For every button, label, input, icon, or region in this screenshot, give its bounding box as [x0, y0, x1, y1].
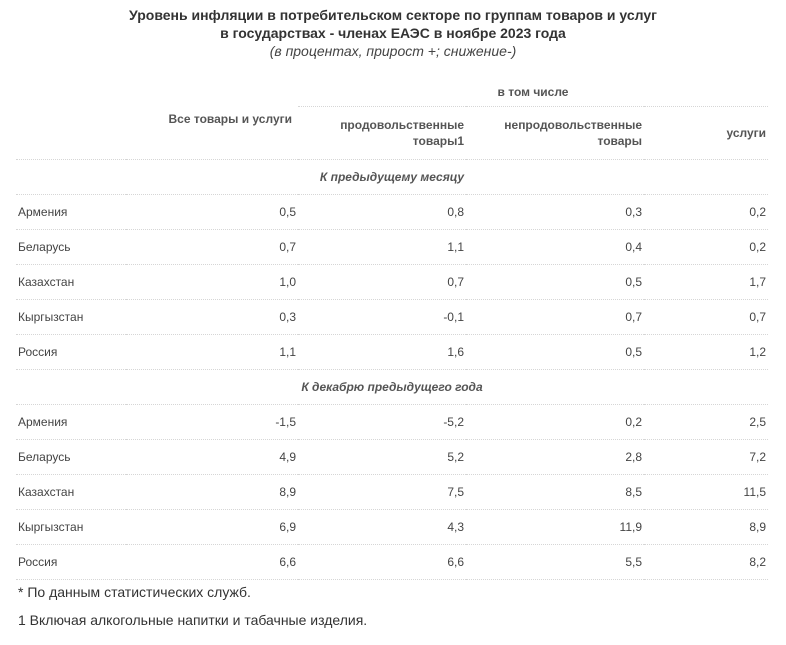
country-cell: Кыргызстан	[16, 299, 126, 335]
value-all-cell: 1,0	[126, 264, 298, 300]
table-row: Армения -1,5 -5,2 0,2 2,5	[16, 404, 768, 440]
value-food-cell: 6,6	[298, 544, 466, 580]
section-header-row: К предыдущему месяцу	[16, 159, 768, 195]
value-all-cell: 4,9	[126, 439, 298, 475]
col-header-nonfood: непродовольственные товары	[466, 107, 644, 160]
value-services-cell: 8,9	[644, 509, 768, 545]
col-header-nonfood-line2: товары	[597, 134, 642, 148]
header-empty-cell	[16, 107, 126, 160]
col-header-services: услуги	[726, 126, 766, 140]
inflation-table: Все товары и услуги в том числе продовол…	[16, 78, 768, 580]
value-services-cell: 0,2	[644, 194, 768, 230]
header-empty-cell	[16, 78, 126, 107]
country-cell: Армения	[16, 404, 126, 440]
value-food-cell: 1,1	[298, 229, 466, 265]
page-title-line1: Уровень инфляции в потребительском секто…	[129, 7, 657, 23]
value-all-cell: 6,9	[126, 509, 298, 545]
value-food-cell: 0,8	[298, 194, 466, 230]
footnote-one: 1 Включая алкогольные напитки и табачные…	[18, 612, 368, 628]
table-row: Беларусь 0,7 1,1 0,4 0,2	[16, 229, 768, 265]
value-food-cell: -0,1	[298, 299, 466, 335]
country-cell: Россия	[16, 334, 126, 370]
value-nonfood-cell: 8,5	[466, 474, 644, 510]
value-food-cell: -5,2	[298, 404, 466, 440]
value-nonfood-cell: 0,7	[466, 299, 644, 335]
section-title: К предыдущему месяцу	[16, 159, 768, 195]
col-header-nonfood-line1: непродовольственные	[504, 118, 642, 132]
value-all-cell: 8,9	[126, 474, 298, 510]
country-cell: Беларусь	[16, 439, 126, 475]
value-services-cell: 8,2	[644, 544, 768, 580]
country-cell: Казахстан	[16, 264, 126, 300]
value-food-cell: 0,7	[298, 264, 466, 300]
value-nonfood-cell: 0,3	[466, 194, 644, 230]
table-row: Казахстан 8,9 7,5 8,5 11,5	[16, 474, 768, 510]
table-row: Россия 6,6 6,6 5,5 8,2	[16, 544, 768, 580]
page-subtitle: (в процентах, прирост +; снижение-)	[269, 43, 517, 59]
value-services-cell: 11,5	[644, 474, 768, 510]
table-row: Армения 0,5 0,8 0,3 0,2	[16, 194, 768, 230]
value-all-cell: 0,3	[126, 299, 298, 335]
value-nonfood-cell: 2,8	[466, 439, 644, 475]
value-all-cell: 6,6	[126, 544, 298, 580]
table-row: Россия 1,1 1,6 0,5 1,2	[16, 334, 768, 370]
value-services-cell: 0,2	[644, 229, 768, 265]
country-cell: Армения	[16, 194, 126, 230]
value-nonfood-cell: 5,5	[466, 544, 644, 580]
country-cell: Казахстан	[16, 474, 126, 510]
value-food-cell: 1,6	[298, 334, 466, 370]
value-food-cell: 7,5	[298, 474, 466, 510]
col-header-food-line2: товары1	[412, 134, 464, 148]
page-title-line2: в государствах - членах ЕАЭС в ноябре 20…	[220, 25, 566, 41]
value-all-cell: 0,5	[126, 194, 298, 230]
value-nonfood-cell: 0,4	[466, 229, 644, 265]
section-title: К декабрю предыдущего года	[16, 369, 768, 405]
col-header-all-goods: Все товары и услуги	[168, 111, 292, 126]
table-row: Кыргызстан 0,3 -0,1 0,7 0,7	[16, 299, 768, 335]
footnote-star: * По данным статистических служб.	[18, 584, 251, 600]
value-all-cell: 1,1	[126, 334, 298, 370]
value-services-cell: 7,2	[644, 439, 768, 475]
col-header-food-line1: продовольственные	[340, 118, 464, 132]
value-services-cell: 2,5	[644, 404, 768, 440]
value-nonfood-cell: 0,5	[466, 334, 644, 370]
table-row: Казахстан 1,0 0,7 0,5 1,7	[16, 264, 768, 300]
section-header-row: К декабрю предыдущего года	[16, 369, 768, 405]
value-all-cell: -1,5	[126, 404, 298, 440]
value-services-cell: 1,2	[644, 334, 768, 370]
footnotes: * По данным статистических служб. 1 Вклю…	[18, 583, 367, 639]
country-cell: Россия	[16, 544, 126, 580]
col-header-food: продовольственные товары1	[298, 107, 466, 160]
value-services-cell: 1,7	[644, 264, 768, 300]
value-all-cell: 0,7	[126, 229, 298, 265]
country-cell: Кыргызстан	[16, 509, 126, 545]
value-nonfood-cell: 0,5	[466, 264, 644, 300]
value-nonfood-cell: 11,9	[466, 509, 644, 545]
value-nonfood-cell: 0,2	[466, 404, 644, 440]
table-row: Кыргызстан 6,9 4,3 11,9 8,9	[16, 509, 768, 545]
title-block: Уровень инфляции в потребительском секто…	[0, 0, 786, 60]
country-cell: Беларусь	[16, 229, 126, 265]
value-food-cell: 5,2	[298, 439, 466, 475]
value-services-cell: 0,7	[644, 299, 768, 335]
col-header-group: в том числе	[298, 78, 768, 107]
value-food-cell: 4,3	[298, 509, 466, 545]
table-row: Беларусь 4,9 5,2 2,8 7,2	[16, 439, 768, 475]
